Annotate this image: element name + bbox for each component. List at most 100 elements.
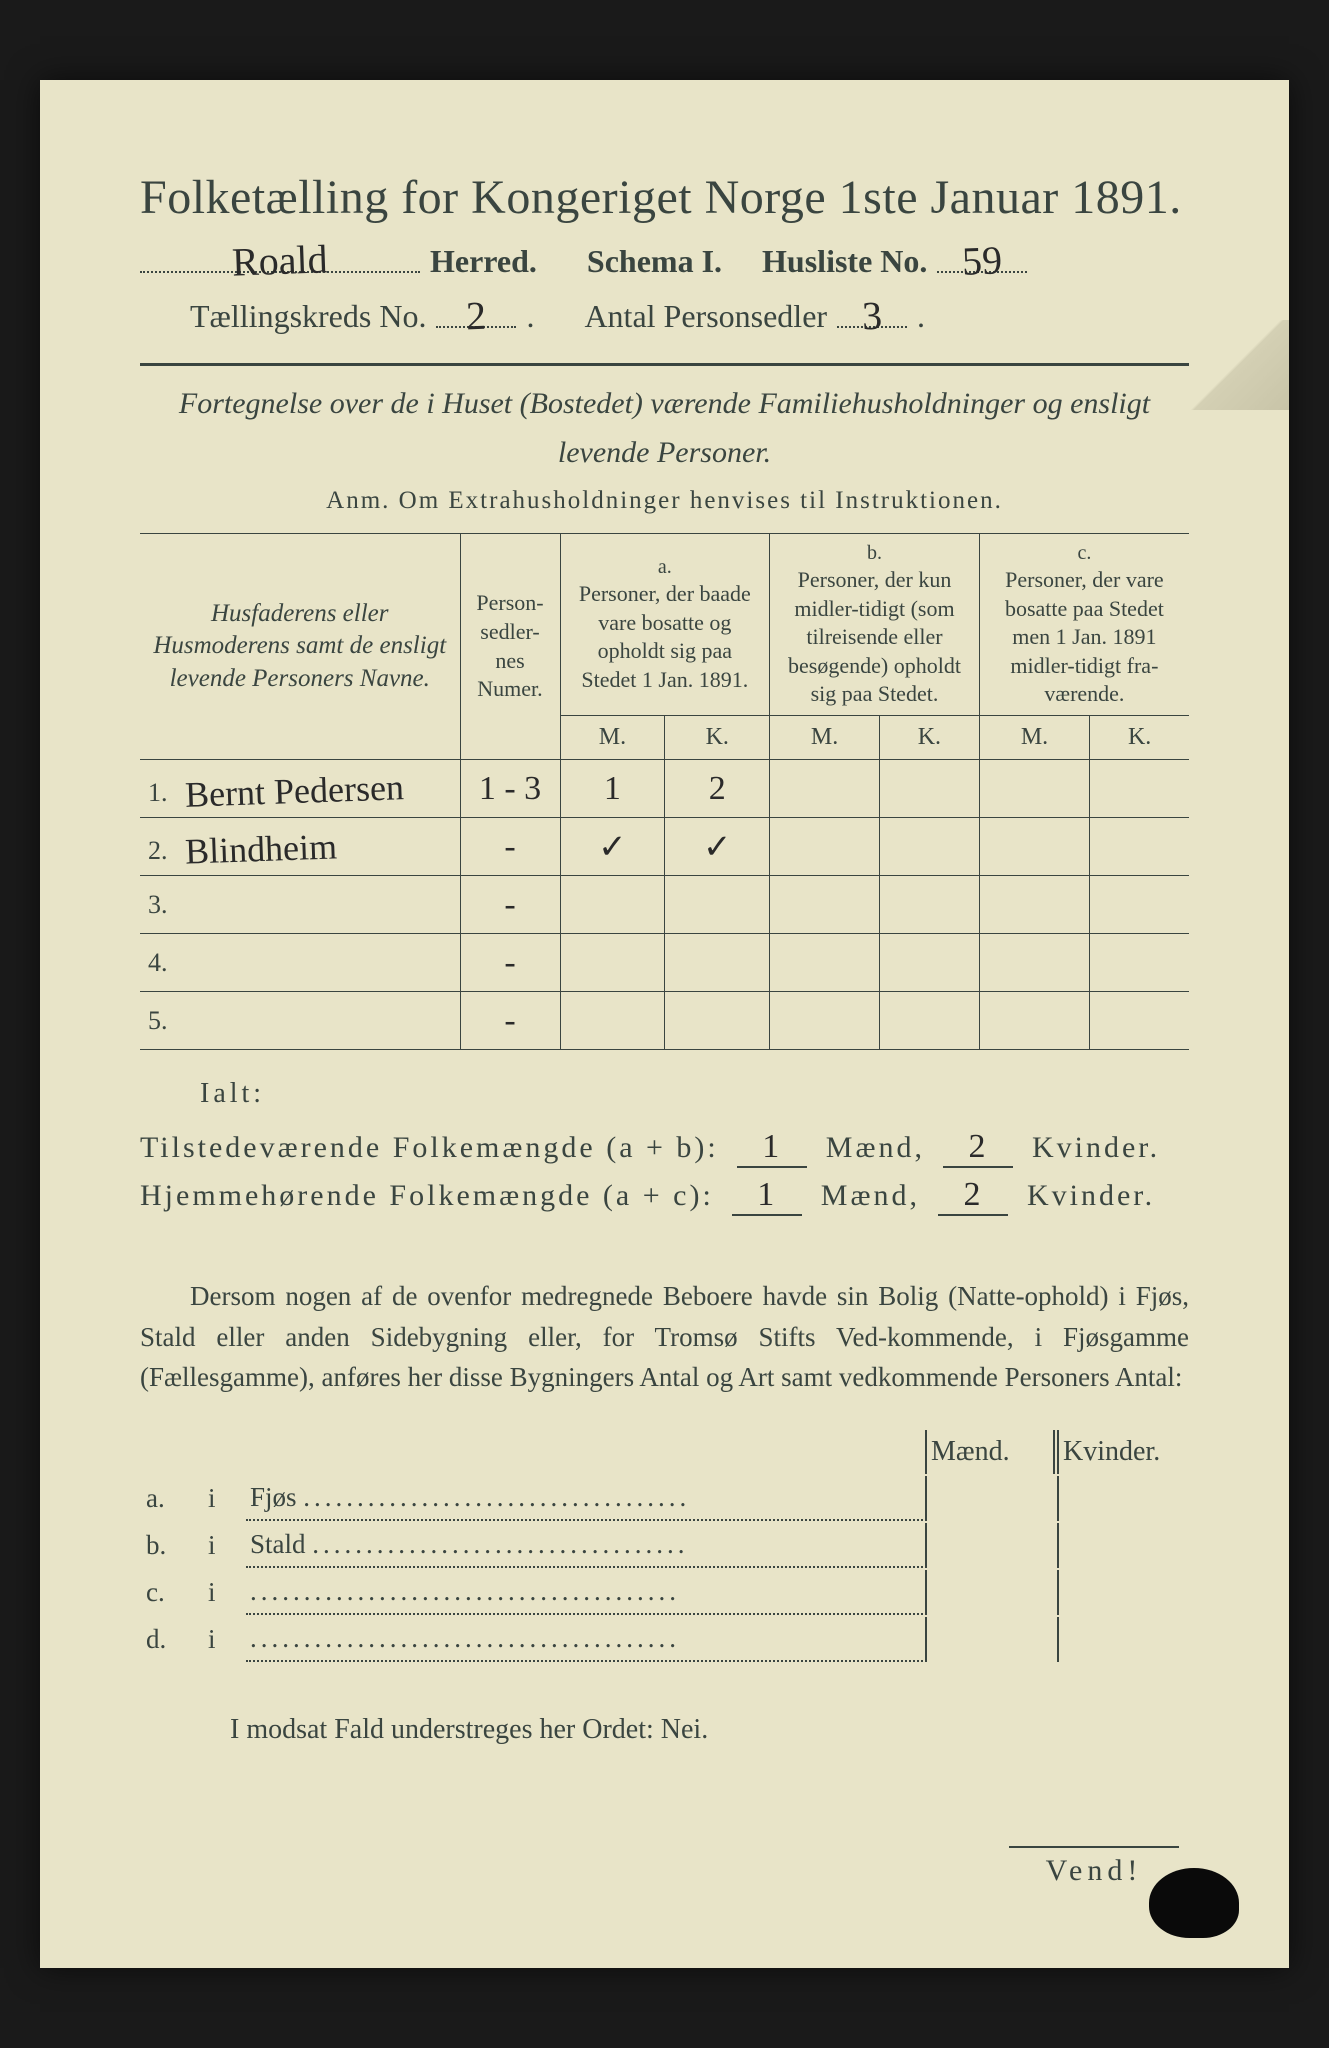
antal-label: Antal Personsedler — [584, 298, 827, 335]
totals-block: Ialt: Tilstedeværende Folkemængde (a + b… — [140, 1078, 1189, 1216]
row-sedler-cell: - — [460, 818, 560, 876]
intro-line-2: levende Personer. — [140, 433, 1189, 474]
row-sedler-cell: - — [460, 992, 560, 1050]
totals-l2-label: Hjemmehørende Folkemængde (a + c): — [140, 1179, 714, 1212]
c-m-header: M. — [979, 715, 1089, 759]
side-row: d. i ...................................… — [142, 1617, 1187, 1662]
side-row: c. i ...................................… — [142, 1570, 1187, 1615]
kreds-label: Tællingskreds No. — [190, 298, 426, 335]
row-am-cell — [560, 992, 665, 1050]
row-cm-cell — [979, 760, 1089, 818]
row-name-cell: 3. — [140, 876, 460, 934]
row-ck-cell — [1090, 876, 1189, 934]
husliste-field: 59 — [937, 235, 1027, 273]
side-kvinder-header: Kvinder. — [1057, 1430, 1187, 1474]
census-table: Husfaderens eller Husmoderens samt de en… — [140, 533, 1189, 1050]
row-ck-cell — [1090, 934, 1189, 992]
table-row: 3. - — [140, 876, 1189, 934]
row-ak-cell — [665, 876, 770, 934]
row-bm-cell — [770, 934, 880, 992]
col-sedler-header: Person-sedler-nes Numer. — [460, 534, 560, 760]
a-m-header: M. — [560, 715, 665, 759]
side-key: d. — [142, 1617, 202, 1662]
kvinder-label-2: Kvinder. — [1027, 1179, 1155, 1212]
row-name-cell: 4. — [140, 934, 460, 992]
b-k-header: K. — [879, 715, 979, 759]
table-row: 5. - — [140, 992, 1189, 1050]
row-name-cell: 2. Blindheim — [140, 818, 460, 876]
a-k-header: K. — [665, 715, 770, 759]
row-cm-cell — [979, 934, 1089, 992]
side-row: b. i Stald .............................… — [142, 1523, 1187, 1568]
row-ck-cell — [1090, 992, 1189, 1050]
ink-blot — [1149, 1868, 1239, 1938]
col-group-b: b. Personer, der kun midler-tidigt (som … — [770, 534, 980, 716]
row-bm-cell — [770, 992, 880, 1050]
row-bm-cell — [770, 876, 880, 934]
side-kvinder-cell — [1057, 1570, 1187, 1615]
antal-field: 3 — [837, 290, 907, 328]
side-maend-cell — [925, 1476, 1055, 1521]
row-sedler-cell: - — [460, 876, 560, 934]
intro-line-1: Fortegnelse over de i Huset (Bostedet) v… — [140, 384, 1189, 425]
row-bk-cell — [879, 876, 979, 934]
row-am-cell — [560, 934, 665, 992]
row-ck-cell — [1090, 760, 1189, 818]
col-group-c: c. Personer, der vare bosatte paa Stedet… — [979, 534, 1189, 716]
side-key: a. — [142, 1476, 202, 1521]
side-maend-cell — [925, 1523, 1055, 1568]
totals-line-2: Hjemmehørende Folkemængde (a + c): 1 Mæn… — [140, 1176, 1189, 1216]
vend-label: Vend! — [1009, 1846, 1179, 1888]
divider-1 — [140, 363, 1189, 366]
side-kvinder-cell — [1057, 1476, 1187, 1521]
col-group-a: a. Personer, der baade vare bosatte og o… — [560, 534, 770, 716]
husliste-label: Husliste No. — [762, 243, 927, 280]
row-sedler-cell: - — [460, 934, 560, 992]
maend-label-1: Mænd, — [826, 1131, 925, 1164]
row-am-cell: 1 — [560, 760, 665, 818]
side-kvinder-cell — [1057, 1523, 1187, 1568]
grp-c-sup: c. — [988, 540, 1181, 566]
row-cm-cell — [979, 992, 1089, 1050]
row-ak-cell — [665, 934, 770, 992]
kreds-handwriting: 2 — [466, 292, 488, 340]
grp-a-sup: a. — [569, 554, 762, 580]
row-sedler-cell: 1 - 3 — [460, 760, 560, 818]
side-kvinder-cell — [1057, 1617, 1187, 1662]
row-ck-cell — [1090, 818, 1189, 876]
side-key: c. — [142, 1570, 202, 1615]
side-label: ........................................ — [246, 1617, 923, 1662]
row-bk-cell — [879, 992, 979, 1050]
herred-field: Roald — [140, 235, 420, 273]
ialt-label: Ialt: — [200, 1078, 1189, 1110]
side-label: Stald ..................................… — [246, 1523, 923, 1568]
husliste-handwriting: 59 — [962, 236, 1004, 284]
side-i: i — [204, 1617, 244, 1662]
maend-label-2: Mænd, — [821, 1179, 920, 1212]
page-corner-fold — [1189, 320, 1289, 410]
row-cm-cell — [979, 876, 1089, 934]
table-row: 2. Blindheim - ✓ ✓ — [140, 818, 1189, 876]
totals-l1-k: 2 — [968, 1128, 988, 1165]
table-row: 1. Bernt Pedersen 1 - 3 1 2 — [140, 760, 1189, 818]
table-row: 4. - — [140, 934, 1189, 992]
grp-a-text: Personer, der baade vare bosatte og opho… — [569, 580, 762, 694]
col-name-header: Husfaderens eller Husmoderens samt de en… — [140, 534, 460, 760]
col-name-text: Husfaderens eller Husmoderens samt de en… — [153, 600, 446, 692]
row-cm-cell — [979, 818, 1089, 876]
totals-l2-k: 2 — [963, 1176, 983, 1213]
herred-handwriting: Roald — [231, 235, 328, 285]
herred-label: Herred. — [430, 243, 537, 280]
nei-line: I modsat Fald understreges her Ordet: Ne… — [230, 1714, 1189, 1746]
totals-l1-m: 1 — [762, 1128, 782, 1165]
side-maend-cell — [925, 1570, 1055, 1615]
side-i: i — [204, 1476, 244, 1521]
side-maend-cell — [925, 1617, 1055, 1662]
row-bm-cell — [770, 760, 880, 818]
grp-b-text: Personer, der kun midler-tidigt (som til… — [778, 566, 971, 709]
row-name-cell: 5. — [140, 992, 460, 1050]
row-bk-cell — [879, 760, 979, 818]
grp-c-text: Personer, der vare bosatte paa Stedet me… — [988, 566, 1181, 709]
side-buildings-table: Mænd. Kvinder. a. i Fjøs ...............… — [140, 1428, 1189, 1664]
intro-anm: Anm. Om Extrahusholdninger henvises til … — [140, 487, 1189, 515]
